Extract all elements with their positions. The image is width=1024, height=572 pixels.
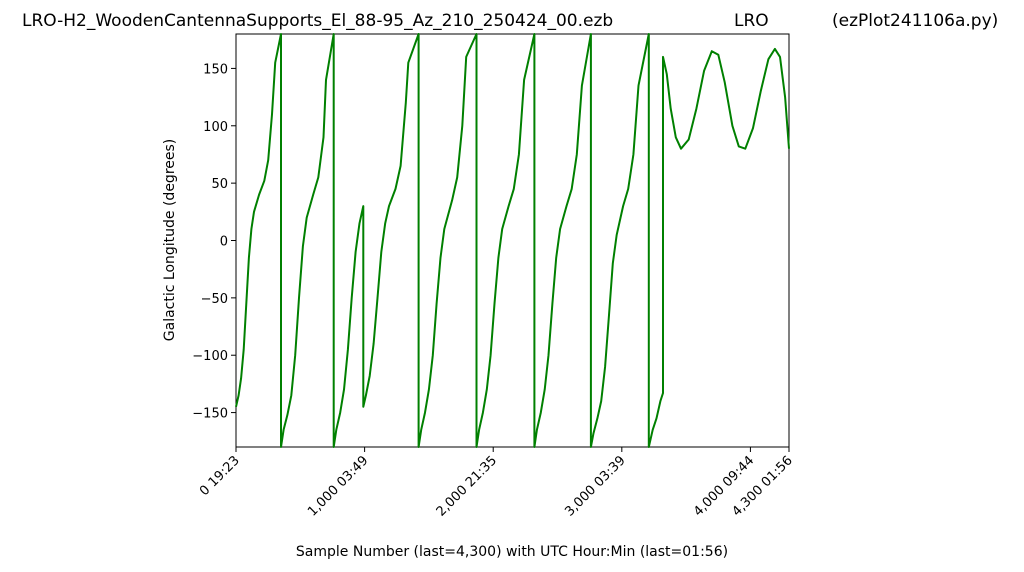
x-tick-label: 3,000 03:39 xyxy=(562,453,628,519)
site-label: LRO xyxy=(734,11,769,31)
series-layer xyxy=(235,33,790,448)
y-tick-label: −150 xyxy=(192,407,228,422)
y-tick-label: 150 xyxy=(203,62,228,77)
file-title: LRO-H2_WoodenCantennaSupports_El_88-95_A… xyxy=(22,11,613,31)
plot-frame xyxy=(235,33,790,448)
x-axis-label: Sample Number (last=4,300) with UTC Hour… xyxy=(296,544,728,560)
y-tick-label: −50 xyxy=(201,292,228,307)
x-tick-label: 1,000 03:49 xyxy=(305,453,371,519)
x-tick-label: 2,000 21:35 xyxy=(434,453,500,519)
script-name: (ezPlot241106a.py) xyxy=(832,11,998,31)
y-axis-label: Galactic Longitude (degrees) xyxy=(162,139,178,341)
y-tick-label: −100 xyxy=(192,349,228,364)
series-line-0 xyxy=(235,33,790,448)
y-tick-label: 0 xyxy=(220,235,228,250)
y-tick-label: 100 xyxy=(203,120,228,135)
y-tick-label: 50 xyxy=(211,177,228,192)
x-tick-label: 0 19:23 xyxy=(197,453,243,499)
x-axis: 0 19:23 1,000 03:49 2,000 21:35 3,000 03:39… xyxy=(197,447,796,520)
plot-area xyxy=(235,33,790,448)
y-axis: −150 −100 −50 0 50 100 150 xyxy=(192,62,236,422)
